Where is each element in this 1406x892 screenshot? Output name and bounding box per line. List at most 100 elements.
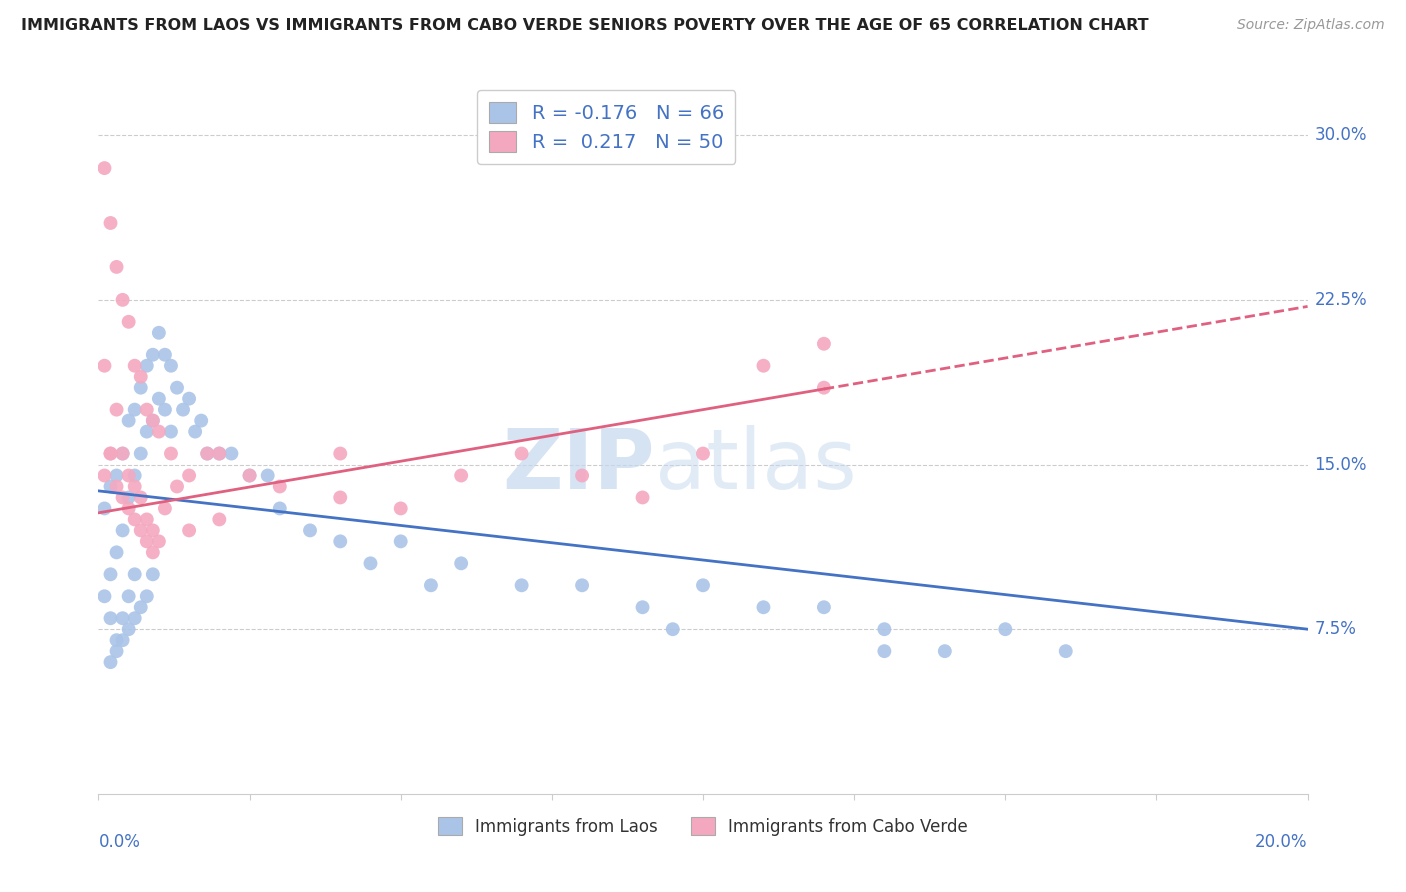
Point (118, 468, 141, 483)
Point (100, 611, 122, 625)
Point (93, 501, 115, 516)
Point (100, 446, 122, 460)
Point (329, 491, 352, 505)
Point (256, 468, 278, 483)
Point (124, 512, 146, 526)
Point (813, 600, 835, 615)
Point (813, 336, 835, 351)
Point (450, 557, 472, 571)
Point (510, 446, 533, 460)
Point (179, 468, 201, 483)
Text: IMMIGRANTS FROM LAOS VS IMMIGRANTS FROM CABO VERDE SENIORS POVERTY OVER THE AGE : IMMIGRANTS FROM LAOS VS IMMIGRANTS FROM … (21, 18, 1149, 33)
Point (179, 524, 201, 538)
Text: 20.0%: 20.0% (1256, 833, 1308, 851)
Point (124, 402, 146, 417)
Text: 22.5%: 22.5% (1315, 291, 1367, 309)
Point (105, 644, 128, 658)
Point (389, 501, 412, 516)
Point (934, 644, 956, 658)
Point (124, 468, 146, 483)
Point (129, 446, 152, 460)
Point (100, 655, 122, 669)
Point (118, 315, 141, 329)
Point (105, 260, 128, 274)
Point (329, 534, 352, 549)
Point (100, 446, 122, 460)
Point (105, 468, 128, 483)
Point (93, 468, 115, 483)
Point (148, 425, 170, 439)
Point (124, 611, 146, 625)
Point (100, 479, 122, 493)
Text: 30.0%: 30.0% (1315, 126, 1367, 145)
Point (93, 161, 115, 175)
Point (329, 446, 352, 460)
Point (105, 479, 128, 493)
Point (1054, 644, 1077, 658)
Point (153, 348, 176, 362)
Point (873, 644, 896, 658)
Text: Source: ZipAtlas.com: Source: ZipAtlas.com (1237, 18, 1385, 32)
Point (148, 534, 170, 549)
Point (118, 414, 141, 428)
Point (111, 611, 134, 625)
Point (661, 622, 683, 636)
Point (124, 567, 146, 582)
Point (184, 425, 207, 439)
Point (129, 524, 152, 538)
Point (873, 622, 896, 636)
Text: atlas: atlas (655, 425, 856, 506)
Point (179, 392, 201, 406)
Point (153, 501, 176, 516)
Point (208, 446, 231, 460)
Point (111, 293, 134, 307)
Point (142, 414, 165, 428)
Point (135, 534, 157, 549)
Point (195, 446, 218, 460)
Point (166, 479, 188, 493)
Point (450, 468, 472, 483)
Point (93, 589, 115, 603)
Point (153, 402, 176, 417)
Point (571, 468, 593, 483)
Point (105, 545, 128, 559)
Point (269, 479, 291, 493)
Point (208, 512, 231, 526)
Point (389, 534, 412, 549)
Point (111, 446, 134, 460)
Point (111, 446, 134, 460)
Point (124, 479, 146, 493)
Point (118, 501, 141, 516)
Point (100, 216, 122, 230)
Point (129, 600, 152, 615)
Point (420, 578, 443, 592)
Point (142, 524, 165, 538)
Point (129, 369, 152, 384)
Point (166, 381, 188, 395)
Point (105, 633, 128, 648)
Point (239, 468, 262, 483)
Point (160, 446, 183, 460)
Point (299, 524, 322, 538)
Text: 7.5%: 7.5% (1315, 620, 1357, 638)
Point (111, 524, 134, 538)
Point (813, 381, 835, 395)
Point (100, 567, 122, 582)
Point (692, 446, 714, 460)
Point (124, 359, 146, 373)
Point (571, 578, 593, 592)
Point (510, 578, 533, 592)
Point (752, 359, 775, 373)
Point (172, 402, 194, 417)
Point (111, 633, 134, 648)
Point (135, 402, 157, 417)
Point (135, 425, 157, 439)
Point (752, 600, 775, 615)
Point (195, 446, 218, 460)
Point (105, 402, 128, 417)
Point (142, 414, 165, 428)
Text: 0.0%: 0.0% (98, 833, 141, 851)
Legend: Immigrants from Laos, Immigrants from Cabo Verde: Immigrants from Laos, Immigrants from Ca… (432, 811, 974, 843)
Point (190, 414, 212, 428)
Point (135, 589, 157, 603)
